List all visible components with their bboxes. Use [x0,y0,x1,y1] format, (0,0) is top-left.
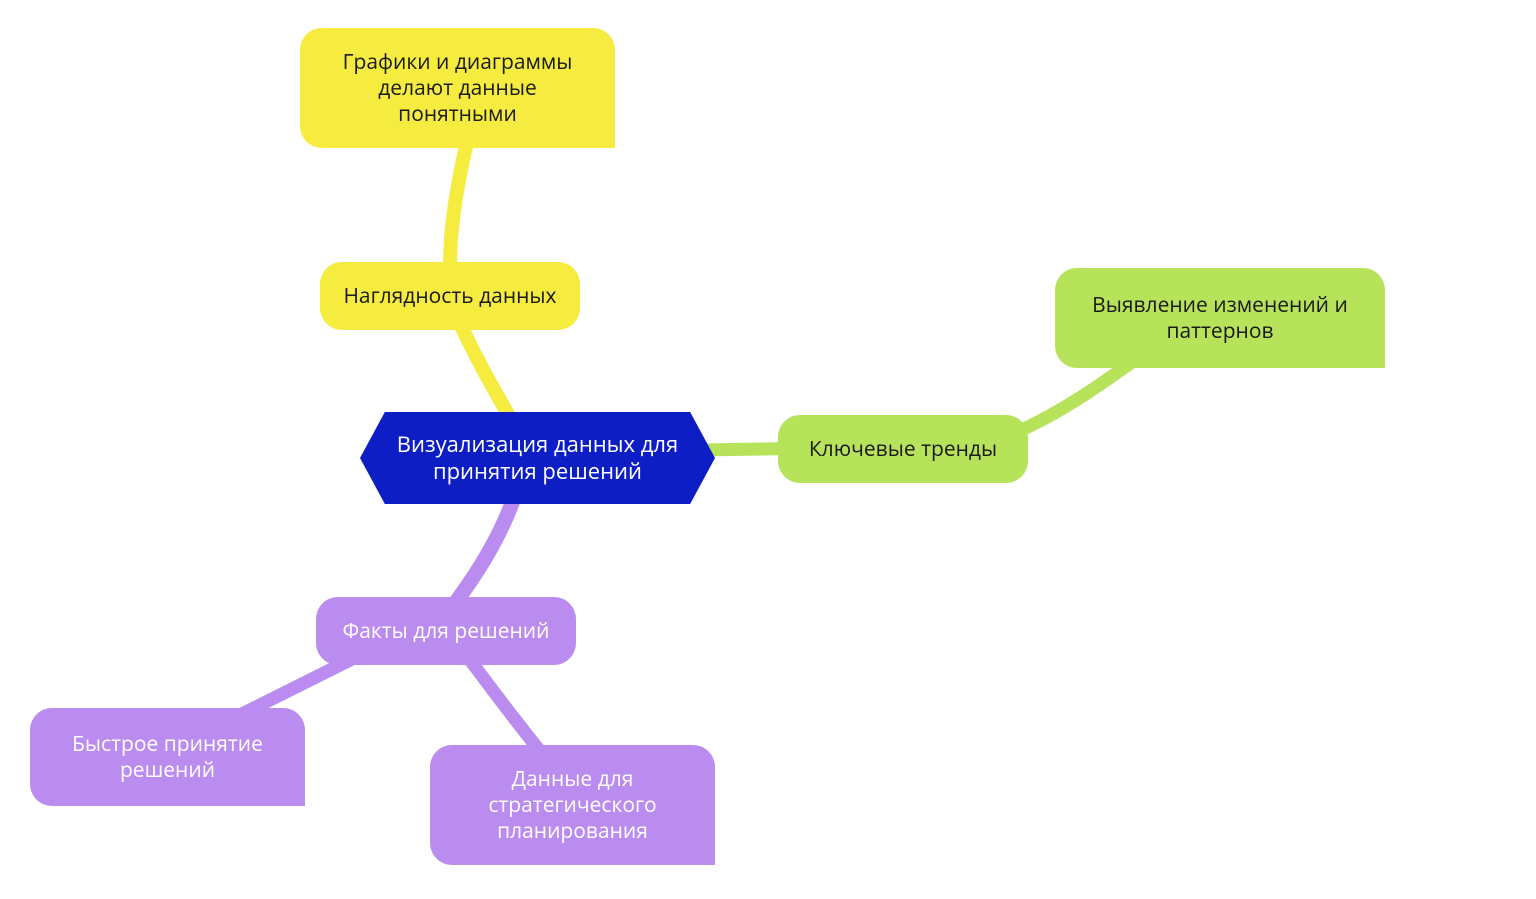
node-label: Визуализация данных для принятия решений [360,431,715,486]
mindmap-canvas: Визуализация данных для принятия решений… [0,0,1536,899]
node-label: Выявление изменений и паттернов [1055,292,1385,345]
node-label: Быстрое принятие решений [30,731,305,784]
node-label: Наглядность данных [325,283,574,309]
node-center: Визуализация данных для принятия решений [360,412,715,504]
node-yellow-1: Наглядность данных [320,262,580,330]
node-green-1: Ключевые тренды [778,415,1028,483]
node-label: Факты для решений [325,618,568,644]
node-purple-1: Факты для решений [316,597,576,665]
node-green-2: Выявление изменений и паттернов [1055,268,1385,368]
edge [450,130,470,265]
node-purple-3: Данные для стратегического планирования [430,745,715,865]
node-label: Ключевые тренды [791,436,1015,462]
node-yellow-2: Графики и диаграммы делают данные понятн… [300,28,615,148]
node-purple-2: Быстрое принятие решений [30,708,305,806]
node-label: Данные для стратегического планирования [430,766,715,845]
node-label: Графики и диаграммы делают данные понятн… [300,49,615,128]
